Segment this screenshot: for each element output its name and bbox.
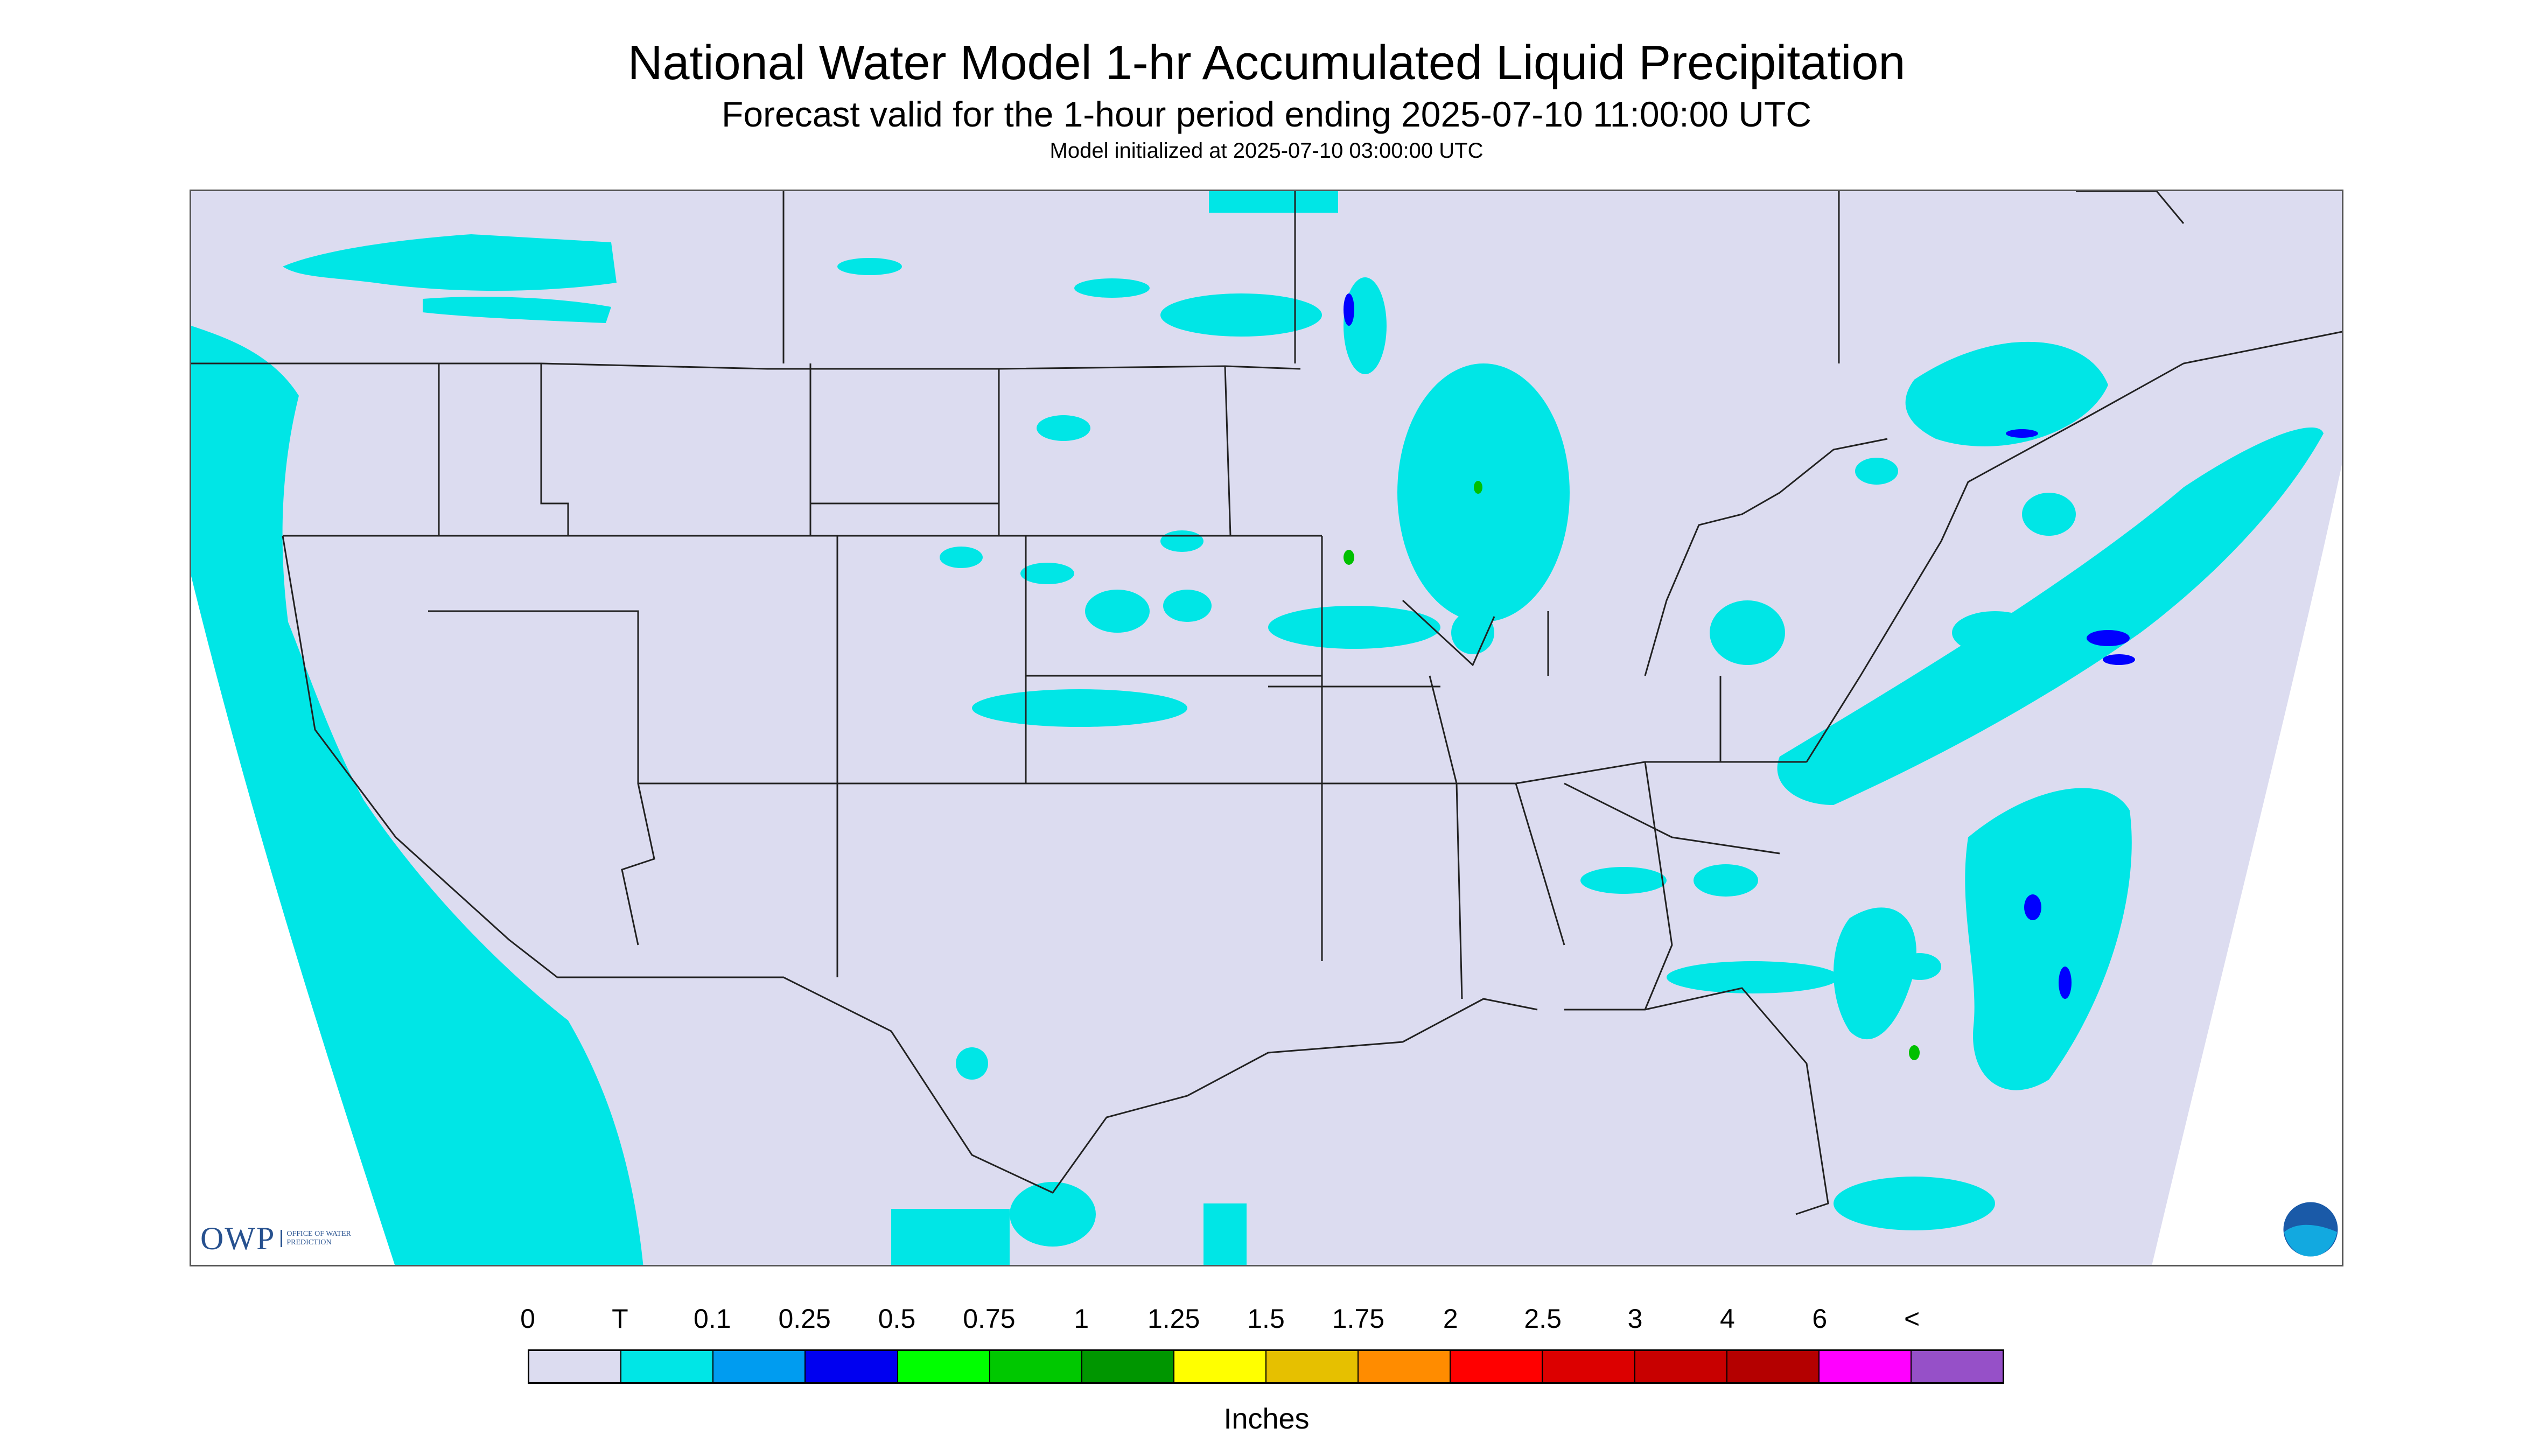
legend-tick-label: 1.75 bbox=[1332, 1304, 1385, 1334]
owp-logo: OWP OFFICE OF WATER PREDICTION bbox=[200, 1219, 356, 1258]
legend-tick-label: 0.25 bbox=[778, 1304, 831, 1334]
legend-tick-label: 0 bbox=[520, 1304, 535, 1334]
legend-swatch bbox=[1819, 1351, 1912, 1382]
legend-swatch bbox=[1266, 1351, 1359, 1382]
precipitation-map[interactable] bbox=[190, 190, 2343, 1266]
legend-swatch bbox=[1359, 1351, 1451, 1382]
legend-tick-label: 0.1 bbox=[693, 1304, 731, 1334]
heavy-precip-cells bbox=[1344, 481, 1920, 1060]
model-init-line: Model initialized at 2025-07-10 03:00:00… bbox=[1049, 139, 1484, 163]
political-boundaries bbox=[191, 191, 2342, 1215]
map-canvas bbox=[191, 191, 2342, 1265]
map-subtitle: Forecast valid for the 1-hour period end… bbox=[722, 94, 1811, 134]
legend-tick-label: 0.75 bbox=[963, 1304, 1016, 1334]
legend-swatch bbox=[990, 1351, 1082, 1382]
legend-tick-label: 0.5 bbox=[878, 1304, 916, 1334]
legend-swatch bbox=[1635, 1351, 1727, 1382]
legend-tick-label: 2.5 bbox=[1524, 1304, 1562, 1334]
legend-swatch bbox=[1082, 1351, 1174, 1382]
owp-logo-subtext: OFFICE OF WATER PREDICTION bbox=[281, 1230, 356, 1247]
owp-logo-text: OWP bbox=[200, 1220, 276, 1256]
legend-swatch bbox=[1174, 1351, 1266, 1382]
model-domain bbox=[191, 191, 2342, 1265]
legend-tick-label: 4 bbox=[1719, 1304, 1735, 1334]
legend-swatch bbox=[898, 1351, 990, 1382]
legend-swatch bbox=[621, 1351, 714, 1382]
legend-tick-label: 2 bbox=[1443, 1304, 1458, 1334]
legend-units: Inches bbox=[1223, 1403, 1310, 1435]
legend-swatch bbox=[806, 1351, 898, 1382]
legend-swatch bbox=[1543, 1351, 1635, 1382]
legend-tick-label: T bbox=[612, 1304, 628, 1334]
eastern-precip-band bbox=[1777, 341, 2324, 1090]
legend-tick-label: 1.5 bbox=[1247, 1304, 1285, 1334]
noaa-logo bbox=[2282, 1200, 2340, 1258]
moderate-precip-cells bbox=[1344, 293, 2135, 999]
legend-swatch bbox=[713, 1351, 806, 1382]
map-title: National Water Model 1-hr Accumulated Li… bbox=[627, 36, 1906, 90]
legend-swatch bbox=[1911, 1351, 2003, 1382]
legend-tick-label: 1 bbox=[1074, 1304, 1089, 1334]
legend-swatch bbox=[1727, 1351, 1820, 1382]
precip-legend-bar bbox=[528, 1349, 2004, 1384]
legend-tick-label: < bbox=[1904, 1304, 1920, 1334]
legend-tick-label: 1.25 bbox=[1147, 1304, 1200, 1334]
legend-tick-label: 6 bbox=[1812, 1304, 1828, 1334]
legend-tick-label: 3 bbox=[1627, 1304, 1643, 1334]
legend-swatch bbox=[1451, 1351, 1543, 1382]
pacific-precip-area bbox=[191, 234, 643, 1265]
legend-swatch bbox=[529, 1351, 622, 1382]
